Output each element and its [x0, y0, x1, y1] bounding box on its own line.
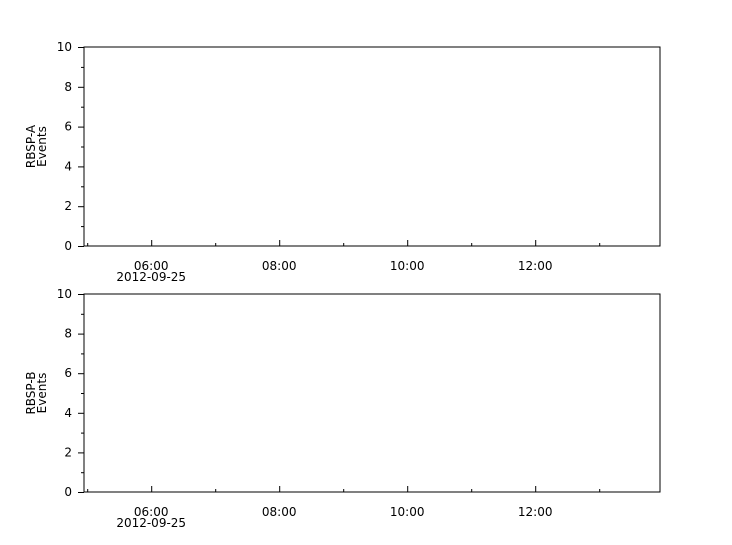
y-tick-label: 4	[64, 159, 72, 173]
y-tick-label: 8	[64, 327, 72, 341]
y-axis-label: Events	[35, 126, 49, 167]
y-tick-label: 0	[64, 239, 72, 253]
y-tick-label: 6	[64, 366, 72, 380]
x-tick-label: 12:00	[518, 505, 553, 519]
x-tick-label: 10:00	[390, 259, 425, 273]
x-tick-label: 06:00	[134, 505, 169, 519]
plot-frame	[83, 293, 661, 493]
x-tick-label: 08:00	[262, 505, 297, 519]
y-tick-label: 6	[64, 120, 72, 134]
panel-2: 0 2 4 6 8 10 06:00 08:00 10:00 12:00 2012-09-25 RBS…	[24, 287, 661, 530]
y-tick-label: 2	[64, 199, 72, 213]
y-tick-label: 10	[57, 40, 72, 54]
y-tick-label: 0	[64, 485, 72, 499]
y-tick-label: 10	[57, 287, 72, 301]
x-tick-label: 08:00	[262, 259, 297, 273]
y-tick-label: 8	[64, 80, 72, 94]
y-axis-label: RBSP-B	[24, 371, 38, 414]
panel-1: 0 2 4 6 8 10 06:00 08:00 10:00 12:00 2012-09-25 RBS…	[24, 40, 661, 284]
y-axis-label: RBSP-A	[24, 124, 38, 168]
y-axis-label: Events	[35, 373, 49, 414]
x-date-label: 2012-09-25	[116, 516, 186, 530]
x-tick-label: 10:00	[390, 505, 425, 519]
x-tick-label: 06:00	[134, 259, 169, 273]
y-tick-label: 4	[64, 406, 72, 420]
x-date-label: 2012-09-25	[116, 270, 186, 284]
x-tick-label: 12:00	[518, 259, 553, 273]
plot-frame	[83, 46, 661, 247]
y-tick-label: 2	[64, 445, 72, 459]
